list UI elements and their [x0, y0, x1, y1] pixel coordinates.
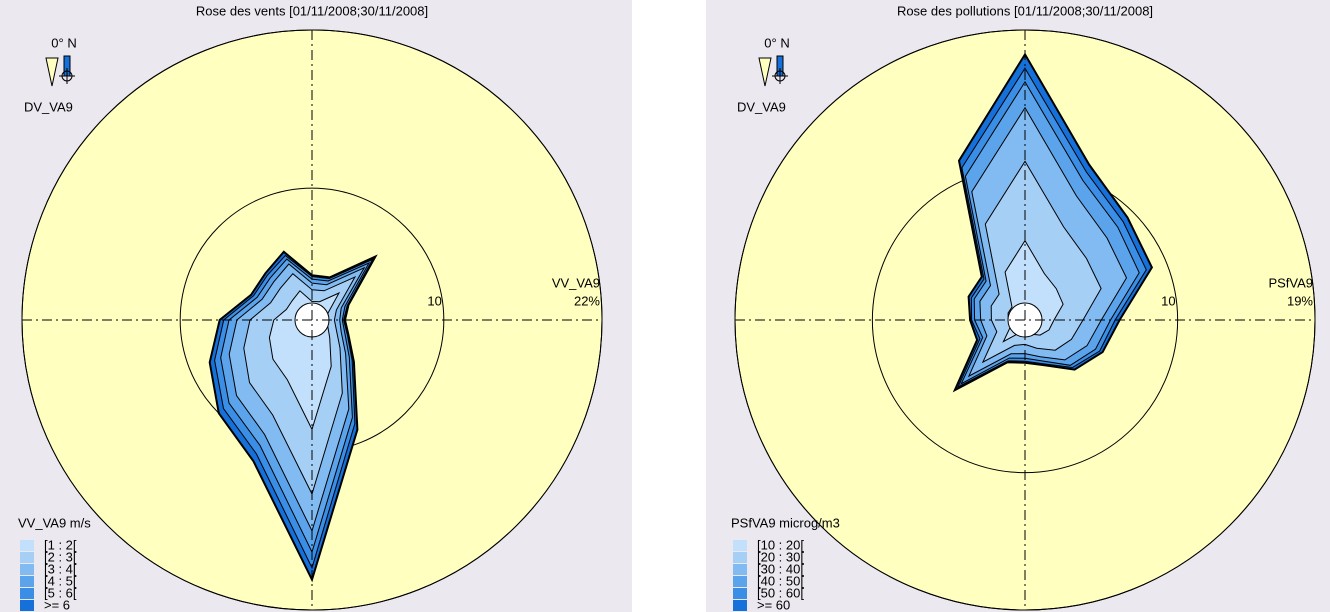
- legend-swatch: [20, 552, 34, 563]
- r-tick-label: 10: [1161, 293, 1175, 308]
- legend-label: [20 : 30[: [757, 549, 804, 564]
- radial-variable: VV_VA9: [552, 275, 600, 290]
- r-tick-label: 10: [427, 293, 441, 308]
- direction-icon: [758, 55, 788, 87]
- r-tick-label: 19%: [1287, 293, 1313, 308]
- legend-swatch: [733, 540, 747, 551]
- legend-title: VV_VA9 m/s: [18, 515, 91, 530]
- legend-label: [4 : 5[: [44, 573, 77, 588]
- legend-label: >= 6: [44, 597, 70, 612]
- legend-label: [30 : 40[: [757, 561, 804, 576]
- legend-label: [1 : 2[: [44, 537, 77, 552]
- legend-swatch: [20, 600, 34, 611]
- direction-variable: DV_VA9: [737, 99, 786, 114]
- radial-variable: PSfVA9: [1268, 275, 1313, 290]
- legend-swatch: [20, 564, 34, 575]
- legend-swatch: [20, 540, 34, 551]
- chart-title: Rose des pollutions [01/11/2008;30/11/20…: [897, 3, 1153, 18]
- legend-label: >= 60: [757, 597, 790, 612]
- legend-label: [10 : 20[: [757, 537, 804, 552]
- legend-swatch: [733, 588, 747, 599]
- vane-icon: [758, 57, 772, 87]
- legend-swatch: [733, 576, 747, 587]
- chart-title: Rose des vents [01/11/2008;30/11/2008]: [196, 3, 428, 18]
- direction-label: 0° N: [764, 35, 789, 50]
- legend-label: [3 : 4[: [44, 561, 77, 576]
- r-tick-label: 22%: [574, 293, 600, 308]
- legend-swatch: [20, 576, 34, 587]
- legend-title: PSfVA9 microg/m3: [731, 515, 840, 530]
- legend-label: [5 : 6[: [44, 585, 77, 600]
- legend-swatch: [20, 588, 34, 599]
- legend-swatch: [733, 564, 747, 575]
- direction-icon: [45, 55, 75, 87]
- direction-variable: DV_VA9: [24, 99, 73, 114]
- vane-icon: [45, 57, 59, 87]
- legend-label: [50 : 60[: [757, 585, 804, 600]
- legend-label: [40 : 50[: [757, 573, 804, 588]
- legend-swatch: [733, 600, 747, 611]
- direction-label: 0° N: [51, 35, 76, 50]
- legend-label: [2 : 3[: [44, 549, 77, 564]
- legend-swatch: [733, 552, 747, 563]
